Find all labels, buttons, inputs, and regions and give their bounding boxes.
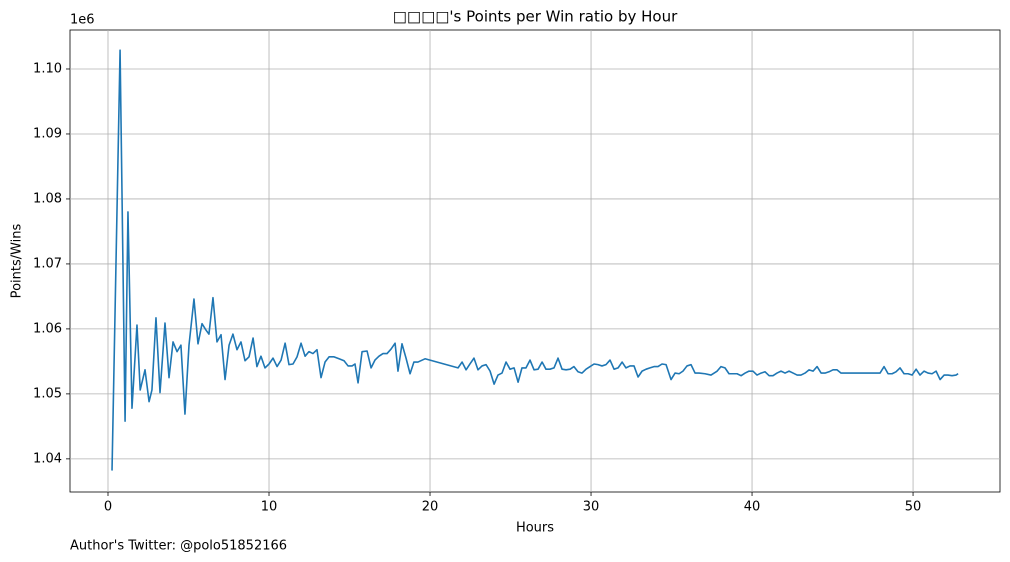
x-tick-label: 30 (583, 500, 600, 515)
data-line (111, 49, 959, 471)
x-tick-label: 50 (905, 500, 922, 515)
y-axis-label: Points/Wins (10, 223, 25, 298)
plot-frame (69, 29, 1001, 493)
x-tick-label: 10 (261, 500, 278, 515)
x-tick-label: 40 (744, 500, 761, 515)
y-tick-label: 1.05 (33, 386, 62, 401)
chart-title: □□□□'s Points per Win ratio by Hour (393, 8, 678, 26)
y-tick-label: 1.08 (33, 191, 62, 206)
y-tick-label: 1.06 (33, 321, 62, 336)
y-tick-label: 1.04 (33, 451, 62, 466)
y-tick-label: 1.09 (33, 126, 62, 141)
x-tick-label: 0 (104, 500, 112, 515)
axis-offset-text: 1e6 (70, 13, 95, 28)
x-tick-label: 20 (422, 500, 439, 515)
x-axis-label: Hours (516, 521, 554, 536)
footer-text: Author's Twitter: @polo51852166 (70, 539, 287, 554)
y-tick-label: 1.07 (33, 256, 62, 271)
y-tick-label: 1.10 (33, 61, 62, 76)
